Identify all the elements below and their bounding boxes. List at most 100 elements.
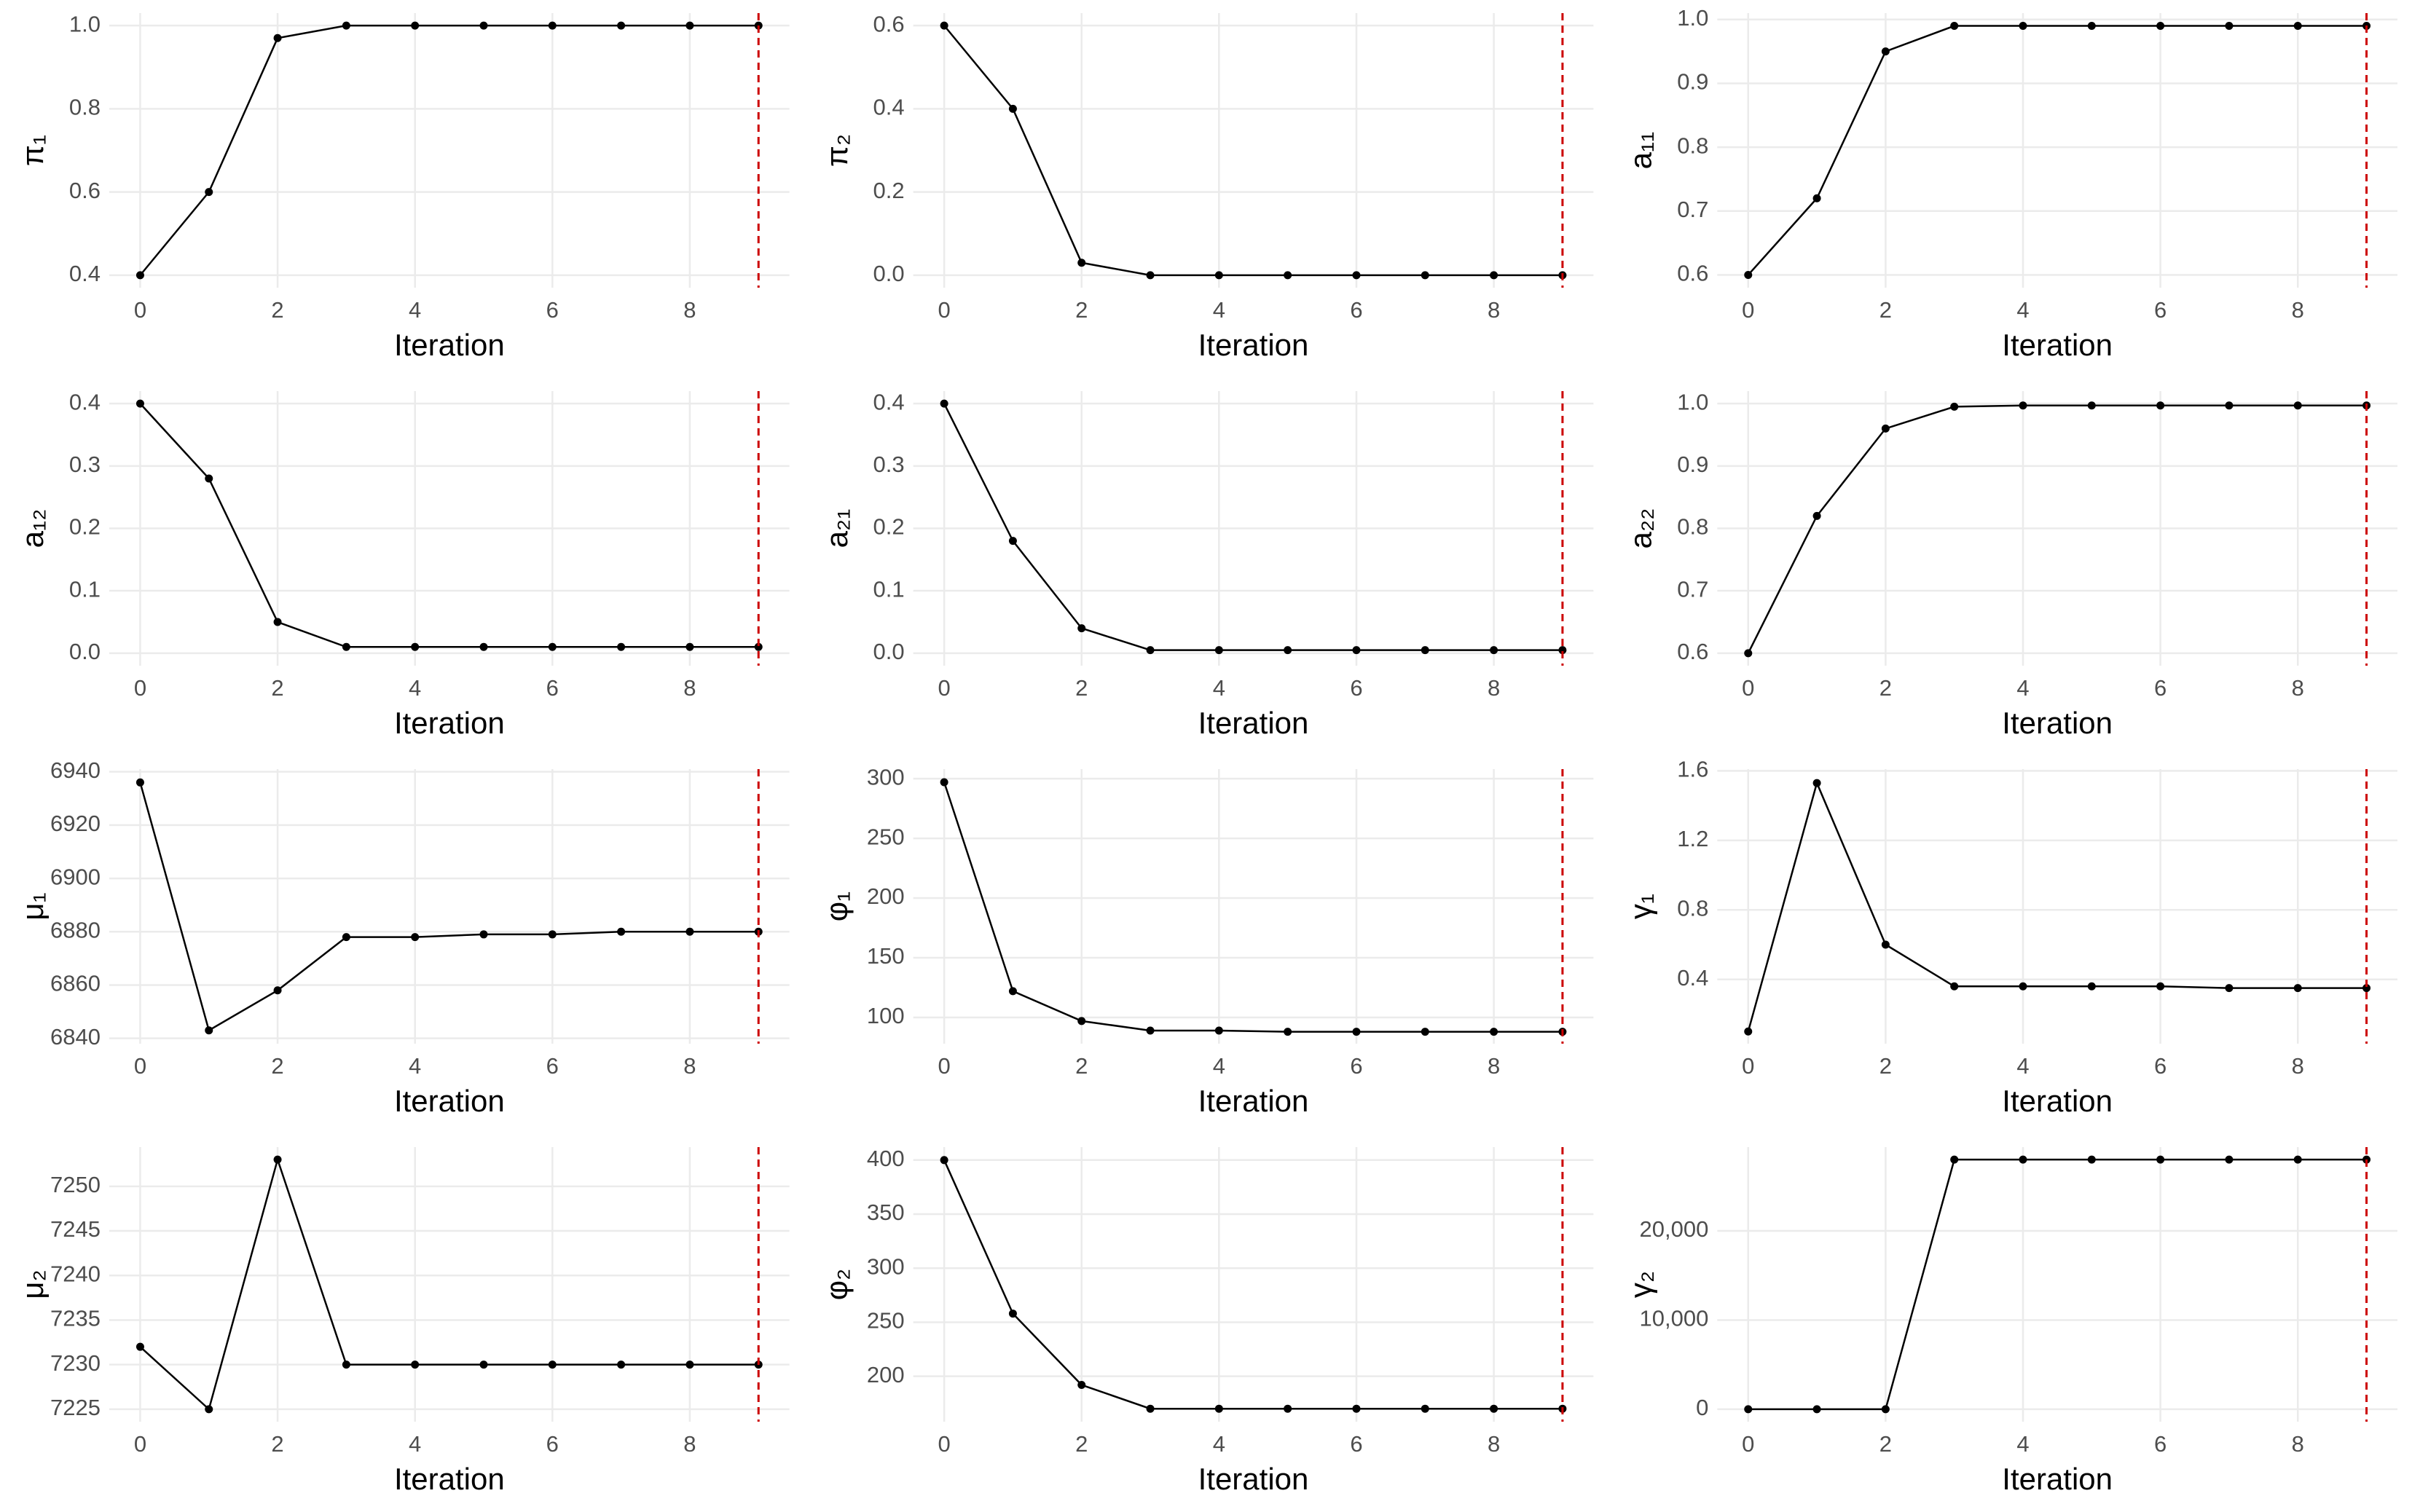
point — [1284, 271, 1292, 280]
x-tick-label: 4 — [409, 297, 421, 323]
y-tick-label: 6840 — [50, 1024, 101, 1050]
point — [1146, 1404, 1155, 1413]
x-axis-title: Iteration — [2002, 328, 2113, 362]
y-tick-label: 0.6 — [1677, 261, 1708, 286]
y-tick-label: 0.2 — [873, 178, 905, 203]
point — [1008, 987, 1017, 996]
x-tick-label: 6 — [546, 675, 559, 701]
y-tick-label: 7235 — [50, 1306, 101, 1331]
y-tick-label: 0 — [1696, 1395, 1708, 1420]
point — [2156, 22, 2165, 31]
point — [940, 399, 948, 408]
y-tick-label: 400 — [867, 1146, 905, 1171]
point — [2225, 22, 2234, 31]
x-tick-label: 0 — [938, 675, 950, 701]
y-tick-label: 1.0 — [1677, 5, 1708, 31]
point — [617, 21, 626, 30]
point — [548, 930, 557, 939]
point — [2225, 1155, 2234, 1164]
y-axis-title: π₂ — [820, 134, 854, 167]
point — [2087, 1155, 2096, 1164]
x-axis-title: Iteration — [1198, 328, 1309, 362]
y-tick-label: 7225 — [50, 1395, 101, 1420]
y-tick-label: 0.9 — [1677, 69, 1708, 95]
x-tick-label: 4 — [1213, 1431, 1225, 1457]
y-tick-label: 1.0 — [69, 11, 101, 36]
point — [1744, 1027, 1753, 1036]
point — [617, 642, 626, 651]
x-tick-label: 2 — [1879, 297, 1892, 323]
x-tick-label: 0 — [134, 297, 146, 323]
point — [1812, 511, 1821, 520]
point — [1214, 1026, 1223, 1035]
x-tick-label: 2 — [271, 1431, 283, 1457]
point — [1881, 47, 1890, 56]
y-tick-label: 0.4 — [69, 389, 101, 414]
x-tick-label: 4 — [2016, 297, 2029, 323]
point — [1950, 402, 1959, 411]
point — [1352, 1028, 1361, 1036]
point — [135, 271, 144, 280]
y-axis-title: π₁ — [15, 135, 50, 166]
x-tick-label: 6 — [2154, 1431, 2167, 1457]
point — [1284, 1404, 1292, 1413]
point — [754, 642, 763, 651]
point — [1146, 646, 1155, 655]
x-tick-label: 0 — [1742, 675, 1754, 701]
y-tick-label: 0.9 — [1677, 452, 1708, 477]
point — [342, 933, 350, 942]
point — [2019, 401, 2027, 410]
point — [1812, 779, 1821, 787]
x-tick-label: 4 — [1213, 675, 1225, 701]
point — [686, 1361, 694, 1369]
y-tick-label: 0.4 — [1677, 965, 1708, 991]
x-tick-label: 2 — [271, 297, 283, 323]
y-tick-label: 0.1 — [873, 576, 905, 602]
point — [2087, 401, 2096, 410]
series-line — [943, 1159, 1563, 1410]
point — [1421, 1028, 1429, 1036]
x-tick-label: 4 — [1213, 1053, 1225, 1079]
point — [1214, 271, 1223, 280]
point — [1352, 646, 1361, 655]
x-tick-label: 2 — [1075, 1053, 1088, 1079]
x-tick-label: 4 — [2016, 1053, 2029, 1079]
x-tick-label: 0 — [938, 1053, 950, 1079]
point — [1558, 646, 1567, 655]
point — [686, 642, 694, 651]
panel: 0.4 0.8 1.2 1.6 0 2 4 6 8 Iteration γ₁ — [1623, 757, 2397, 1118]
point — [1146, 271, 1155, 280]
point — [1284, 1028, 1292, 1036]
panel: 7225 7230 7235 7240 7245 7250 0 2 4 6 8 Iteration μ₂ — [15, 1147, 790, 1496]
x-tick-label: 4 — [2016, 1431, 2029, 1457]
point — [1490, 1028, 1498, 1036]
point — [2225, 401, 2234, 410]
point — [205, 188, 213, 197]
series-line — [943, 781, 1563, 1033]
point — [342, 642, 350, 651]
y-tick-label: 0.6 — [1677, 639, 1708, 664]
series-line — [1748, 1158, 2367, 1411]
y-tick-label: 0.0 — [873, 639, 905, 664]
y-axis-title: a₁₁ — [1623, 132, 1657, 170]
point — [135, 778, 144, 787]
point — [1008, 1310, 1017, 1318]
point — [1146, 1026, 1155, 1035]
x-tick-label: 8 — [2292, 297, 2304, 323]
x-tick-label: 0 — [938, 1431, 950, 1457]
point — [411, 933, 420, 942]
x-tick-label: 0 — [938, 297, 950, 323]
point — [1490, 271, 1498, 280]
y-tick-label: 0.6 — [69, 178, 101, 203]
panel: 200 250 300 350 400 0 2 4 6 8 Iteration φ₂ — [820, 1146, 1594, 1496]
x-tick-label: 6 — [546, 297, 559, 323]
point — [1881, 424, 1890, 433]
point — [1421, 646, 1429, 655]
x-axis-title: Iteration — [394, 1084, 505, 1118]
point — [205, 1026, 213, 1035]
x-tick-label: 8 — [683, 1431, 696, 1457]
panel: 0.0 0.1 0.2 0.3 0.4 0 2 4 6 8 Iteration a₂₁ — [820, 389, 1594, 740]
x-axis-title: Iteration — [394, 706, 505, 740]
point — [1077, 624, 1086, 633]
x-tick-label: 8 — [683, 675, 696, 701]
